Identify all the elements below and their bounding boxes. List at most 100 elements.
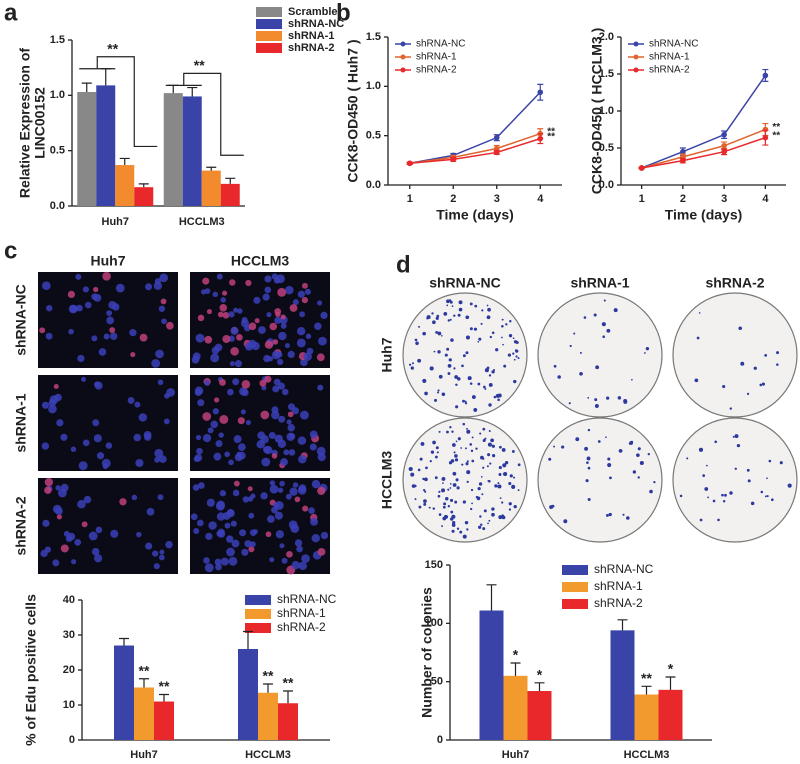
- colony: [488, 519, 491, 522]
- nucleus: [56, 419, 64, 427]
- nucleus: [225, 535, 234, 543]
- nucleus: [273, 378, 281, 386]
- error-bar: [119, 157, 130, 166]
- colony: [471, 436, 474, 439]
- colony: [422, 378, 427, 383]
- x-tick-label: 2: [680, 193, 686, 205]
- nucleus: [42, 519, 50, 527]
- legend-marker: [633, 41, 639, 47]
- colony: [495, 348, 499, 352]
- nucleus: [279, 480, 285, 487]
- colony: [517, 463, 521, 467]
- nucleus: [165, 540, 173, 549]
- x-tick-label: HCCLM3: [624, 749, 670, 761]
- colony: [480, 523, 483, 526]
- column-label: HCCLM3: [231, 253, 290, 269]
- nucleus: [75, 273, 82, 280]
- significance: **: [263, 668, 274, 684]
- nucleus: [269, 484, 279, 494]
- colony: [557, 375, 561, 379]
- colony: [473, 407, 478, 412]
- significance: **: [772, 122, 780, 133]
- colony: [428, 506, 431, 509]
- colony: [740, 361, 745, 366]
- colony: [766, 477, 768, 480]
- nucleus: [231, 539, 240, 548]
- colony: [686, 457, 689, 460]
- nucleus: [271, 453, 278, 459]
- point: [762, 72, 769, 79]
- colony: [776, 363, 779, 366]
- nucleus: [153, 281, 162, 290]
- nucleus: [289, 433, 296, 440]
- colony: [417, 468, 421, 472]
- nucleus: [83, 495, 92, 504]
- colony: [455, 440, 458, 443]
- bar: [503, 675, 528, 740]
- colony: [455, 478, 459, 482]
- colony: [553, 364, 557, 368]
- series-line: [409, 91, 541, 165]
- nucleus: [239, 387, 248, 396]
- nucleus: [271, 410, 280, 420]
- nucleus: [269, 557, 275, 563]
- significance: **: [159, 678, 170, 694]
- panel-letter: d: [396, 251, 411, 278]
- nucleus: [232, 489, 240, 497]
- column-label: shRNA-NC: [429, 275, 501, 291]
- y-tick-label: 0.0: [50, 200, 65, 212]
- colony: [637, 476, 640, 479]
- colony: [501, 448, 506, 452]
- error-bar: [243, 630, 253, 649]
- colony: [469, 302, 473, 306]
- nucleus: [233, 480, 240, 487]
- nucleus: [92, 419, 100, 427]
- colony: [508, 334, 513, 338]
- nucleus: [309, 443, 317, 451]
- nucleus: [129, 328, 137, 337]
- nucleus: [233, 307, 239, 313]
- colony: [605, 513, 609, 517]
- nucleus: [213, 452, 222, 461]
- colony: [437, 350, 441, 354]
- nucleus: [215, 440, 223, 448]
- nucleus: [196, 519, 204, 527]
- nucleus: [254, 318, 260, 324]
- nucleus: [53, 383, 59, 389]
- nucleus: [192, 484, 200, 491]
- colony: [497, 484, 502, 489]
- colony: [729, 491, 733, 495]
- nucleus: [216, 512, 226, 521]
- colony: [414, 498, 417, 501]
- colony: [462, 534, 467, 539]
- colony: [734, 467, 737, 470]
- nucleus: [230, 520, 237, 527]
- significance: *: [537, 667, 543, 683]
- colony: [422, 331, 426, 336]
- legend-label: shRNA-NC: [649, 39, 698, 50]
- colony: [498, 472, 502, 477]
- nucleus: [320, 311, 328, 320]
- nucleus: [157, 379, 164, 386]
- x-tick-label: Huh7: [102, 216, 130, 228]
- nucleus: [277, 439, 287, 448]
- nucleus: [296, 326, 306, 336]
- nucleus: [296, 545, 303, 553]
- colony: [618, 449, 623, 453]
- nucleus: [317, 547, 326, 556]
- series-line: [641, 136, 766, 169]
- nucleus: [287, 403, 296, 411]
- nucleus: [109, 332, 118, 341]
- nucleus: [204, 563, 214, 573]
- nucleus: [196, 447, 203, 455]
- colony: [480, 322, 483, 325]
- colony: [513, 379, 517, 384]
- nucleus: [195, 434, 202, 441]
- nucleus: [311, 479, 321, 489]
- colony: [478, 337, 482, 341]
- nucleus: [49, 395, 59, 404]
- bracket: [165, 72, 244, 156]
- legend-label: shRNA-NC: [416, 39, 465, 50]
- significance: **: [547, 126, 555, 137]
